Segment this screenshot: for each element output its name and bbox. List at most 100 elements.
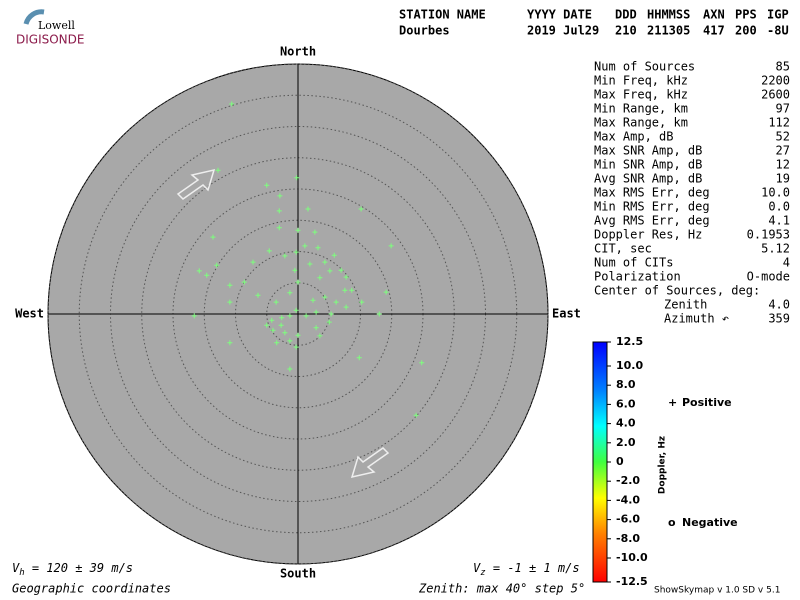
colorbar-label: Doppler, Hz bbox=[658, 436, 668, 494]
header-value: 2019 Jul29 bbox=[527, 24, 599, 38]
header-value: 210 bbox=[615, 24, 637, 38]
stat-label: Polarization bbox=[594, 270, 681, 284]
svg-text:Vz = -1 ± 1 m/s: Vz = -1 ± 1 m/s bbox=[473, 561, 580, 578]
colorbar-tick-label: 8.0 bbox=[616, 378, 636, 391]
stat-value: 97 bbox=[776, 102, 790, 116]
source-point bbox=[295, 279, 301, 285]
stat-value: 2600 bbox=[761, 88, 790, 102]
header-label: IGP bbox=[767, 8, 789, 22]
center-label: Zenith bbox=[664, 298, 707, 312]
colorbar-tick-label: 12.5 bbox=[616, 335, 643, 348]
source-point bbox=[266, 248, 272, 254]
source-point bbox=[388, 243, 394, 249]
colorbar-tick-label: 6.0 bbox=[616, 397, 636, 410]
source-point bbox=[413, 412, 419, 418]
direction-label: East bbox=[552, 307, 581, 321]
header-value: 417 bbox=[703, 24, 725, 38]
source-point bbox=[279, 315, 285, 321]
source-point bbox=[269, 317, 275, 323]
direction-label: West bbox=[15, 307, 44, 321]
source-point bbox=[356, 355, 362, 361]
source-point bbox=[293, 344, 299, 350]
source-point bbox=[327, 268, 333, 274]
source-point bbox=[227, 282, 233, 288]
plot bbox=[47, 63, 549, 565]
source-point bbox=[313, 325, 319, 331]
source-point bbox=[264, 182, 270, 188]
stat-value: 12 bbox=[776, 158, 790, 172]
source-point bbox=[287, 313, 293, 319]
stat-label: Max RMS Err, deg bbox=[594, 186, 710, 200]
source-point bbox=[322, 259, 328, 265]
source-point bbox=[270, 327, 276, 333]
source-point bbox=[274, 340, 280, 346]
source-point bbox=[214, 262, 220, 268]
center-value: 359 bbox=[768, 312, 790, 326]
stat-label: Num of Sources bbox=[594, 60, 695, 74]
stat-label: Max Freq, kHz bbox=[594, 88, 688, 102]
source-point bbox=[293, 307, 299, 313]
direction-label: South bbox=[280, 567, 316, 581]
legend-symbol: + bbox=[668, 396, 677, 409]
source-point bbox=[294, 175, 300, 181]
stat-label: Avg RMS Err, deg bbox=[594, 214, 710, 228]
stat-value: 4 bbox=[783, 256, 790, 270]
vh-text: = 120 ± 39 m/s bbox=[25, 561, 133, 575]
stat-value: 10.0 bbox=[761, 186, 790, 200]
source-point bbox=[315, 245, 321, 251]
colorbar-tick-label: 4.0 bbox=[616, 417, 636, 430]
colorbar-tick-label: 0 bbox=[616, 455, 624, 468]
header-label: YYYY DATE bbox=[527, 8, 592, 22]
arrow bbox=[350, 447, 390, 479]
source-point bbox=[210, 234, 216, 240]
stat-label: Min Range, km bbox=[594, 102, 688, 116]
stat-label: Max SNR Amp, dB bbox=[594, 144, 702, 158]
stat-value: 85 bbox=[776, 60, 790, 74]
source-point bbox=[419, 360, 425, 366]
source-point bbox=[282, 253, 288, 259]
stat-label: Min RMS Err, deg bbox=[594, 200, 710, 214]
source-point bbox=[277, 193, 283, 199]
header-label: AXN bbox=[703, 8, 725, 22]
stat-value: 5.12 bbox=[761, 242, 790, 256]
stat-label: CIT, sec bbox=[594, 242, 652, 256]
stat-value: 19 bbox=[776, 172, 790, 186]
colorbar-tick-label: -4.0 bbox=[616, 493, 640, 506]
colorbar bbox=[592, 341, 608, 583]
colorbar-tick-label: 10.0 bbox=[616, 359, 643, 372]
source-point bbox=[264, 322, 270, 328]
source-point bbox=[305, 206, 311, 212]
source-point bbox=[196, 268, 202, 274]
source-point bbox=[313, 309, 319, 315]
colorbar-tick-label: -8.0 bbox=[616, 532, 640, 545]
colorbar-tick-label: -12.5 bbox=[616, 575, 648, 588]
stat-label: Avg SNR Amp, dB bbox=[594, 172, 702, 186]
source-point bbox=[358, 206, 364, 212]
stat-value: 52 bbox=[776, 130, 790, 144]
vz-sub: z bbox=[480, 568, 485, 578]
center-title: Center of Sources, deg: bbox=[594, 284, 760, 298]
direction-label: North bbox=[280, 45, 316, 59]
source-point bbox=[276, 208, 282, 214]
colorbar-tick-label: -6.0 bbox=[616, 513, 640, 526]
source-point bbox=[322, 294, 328, 300]
source-point bbox=[276, 225, 282, 231]
source-point bbox=[215, 167, 221, 173]
stat-value: 4.1 bbox=[768, 214, 790, 228]
vz-text: = -1 ± 1 m/s bbox=[486, 561, 580, 575]
source-point bbox=[241, 279, 247, 285]
header-value: 211305 bbox=[647, 24, 690, 38]
source-point bbox=[328, 311, 334, 317]
source-point bbox=[273, 299, 279, 305]
source-point bbox=[292, 267, 298, 273]
source-point bbox=[250, 259, 256, 265]
svg-text:Vh = 120 ± 39 m/s: Vh = 120 ± 39 m/s bbox=[12, 561, 133, 578]
source-point bbox=[349, 287, 355, 293]
colorbar-tick-label: -2.0 bbox=[616, 474, 640, 487]
source-point bbox=[229, 101, 235, 107]
colorbar-tick-label: 2.0 bbox=[616, 436, 636, 449]
source-point bbox=[227, 340, 233, 346]
header-value: Dourbes bbox=[399, 24, 450, 38]
stat-value: O-mode bbox=[747, 270, 790, 284]
